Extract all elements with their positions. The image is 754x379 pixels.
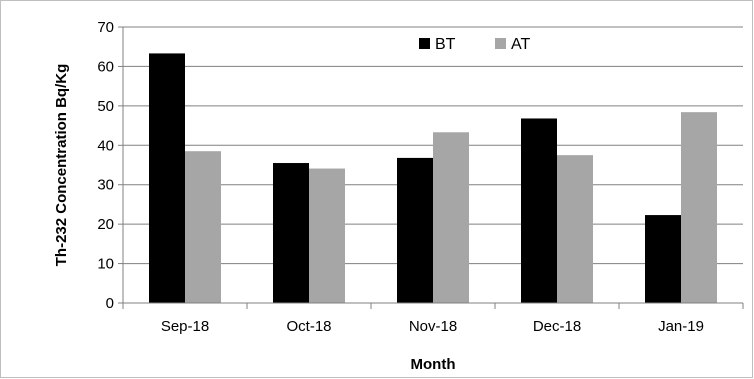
bar-at-oct-18	[309, 168, 345, 303]
legend-label-at: AT	[511, 36, 530, 53]
bar-bt-oct-18	[273, 163, 309, 303]
axes	[122, 27, 743, 304]
x-tick-label: Dec-18	[533, 318, 581, 335]
bar-bt-sep-18	[149, 53, 185, 303]
y-tick-label: 20	[97, 216, 114, 233]
bar-at-dec-18	[557, 155, 593, 303]
y-tick-labels: 0 10 20 30 40 50 60 70	[97, 19, 123, 312]
y-tick-label: 70	[97, 19, 114, 36]
bar-bt-dec-18	[521, 118, 557, 303]
legend-swatch-bt	[419, 38, 430, 49]
x-tick-label: Nov-18	[409, 318, 457, 335]
bar-bt-nov-18	[397, 157, 433, 303]
gridlines	[123, 26, 743, 265]
bar-at-jan-19	[681, 112, 717, 303]
x-tick-labels: Sep-18 Oct-18 Nov-18 Dec-18 Jan-19	[122, 303, 744, 335]
legend-swatch-at	[495, 38, 506, 49]
bar-bt-jan-19	[645, 215, 681, 303]
x-tick-label: Jan-19	[658, 318, 704, 335]
x-axis-title: Month	[411, 356, 456, 373]
y-tick-label: 0	[106, 295, 114, 312]
y-tick-label: 30	[97, 177, 114, 194]
x-tick-label: Sep-18	[161, 318, 209, 335]
y-tick-label: 10	[97, 256, 114, 273]
bars	[149, 53, 717, 303]
legend-label-bt: BT	[435, 36, 456, 53]
bar-at-sep-18	[185, 151, 221, 303]
y-tick-label: 60	[97, 58, 114, 75]
legend: BT AT	[419, 36, 530, 53]
bar-at-nov-18	[433, 132, 469, 303]
x-tick-label: Oct-18	[286, 318, 331, 335]
y-tick-label: 40	[97, 137, 114, 154]
y-tick-label: 50	[97, 98, 114, 115]
y-axis-title: Th-232 Concentration Bq/Kg	[53, 64, 70, 267]
